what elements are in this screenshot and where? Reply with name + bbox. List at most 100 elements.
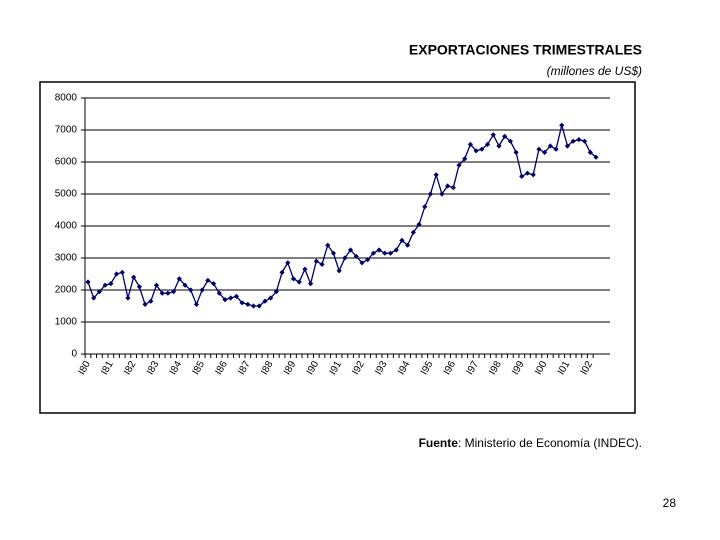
data-point [113, 271, 120, 277]
data-point [136, 284, 142, 290]
y-tick-label: 7000 [55, 125, 78, 136]
data-point [536, 146, 542, 152]
data-point [399, 237, 405, 243]
y-tick-label: 0 [71, 349, 77, 360]
data-point [171, 289, 177, 295]
data-point [250, 303, 257, 309]
data-point [547, 143, 553, 149]
data-point [359, 260, 365, 266]
data-point [96, 289, 103, 295]
data-point [319, 261, 325, 267]
data-point [205, 277, 211, 283]
data-point [210, 281, 217, 287]
y-tick-label: 8000 [55, 93, 78, 104]
data-point [268, 295, 274, 301]
data-point [581, 138, 588, 144]
data-point [564, 143, 571, 149]
data-point [524, 170, 531, 176]
data-point [273, 289, 279, 295]
data-point [159, 290, 165, 296]
data-point [467, 141, 474, 147]
data-point [285, 260, 291, 266]
data-point [153, 282, 160, 288]
data-point [559, 122, 565, 128]
data-point [553, 146, 559, 152]
data-point [85, 279, 91, 285]
data-point [342, 255, 348, 261]
data-point [393, 247, 399, 253]
data-point [484, 141, 491, 147]
data-point [365, 257, 371, 263]
data-point [347, 247, 354, 253]
data-point [336, 268, 342, 274]
data-point [262, 298, 268, 304]
page-number: 28 [663, 496, 677, 510]
data-point [416, 221, 422, 227]
y-tick-label: 3000 [55, 253, 78, 264]
data-point [507, 138, 513, 144]
data-point [502, 133, 508, 139]
data-point [542, 149, 548, 155]
data-point [279, 269, 285, 275]
data-point [382, 250, 388, 256]
data-point [239, 300, 245, 306]
data-point [376, 247, 382, 253]
data-point [256, 303, 262, 309]
data-point [222, 297, 228, 303]
data-point [496, 143, 502, 149]
y-tick-label: 2000 [55, 285, 78, 296]
data-point [405, 242, 411, 248]
data-point [165, 290, 171, 296]
data-point [519, 173, 525, 179]
data-point [296, 279, 302, 285]
data-point [233, 293, 240, 299]
data-point [148, 298, 154, 304]
source-label: Fuente [419, 436, 459, 450]
y-tick-label: 5000 [55, 189, 78, 200]
y-tick-label: 1000 [55, 317, 78, 328]
data-point [587, 149, 593, 155]
data-point [199, 287, 205, 293]
data-point [91, 295, 97, 301]
data-point [490, 132, 496, 138]
data-point [387, 250, 394, 256]
data-point [228, 295, 234, 301]
data-point [422, 204, 428, 210]
data-point [427, 191, 434, 197]
data-point [308, 281, 314, 287]
data-point [108, 281, 114, 287]
data-point [131, 274, 137, 280]
source-text: : Ministerio de Economía (INDEC). [458, 436, 642, 450]
data-point [370, 250, 376, 256]
y-tick-label: 4000 [55, 221, 78, 232]
data-point [216, 290, 222, 296]
data-point [593, 154, 599, 160]
data-point [188, 287, 194, 293]
data-point [576, 137, 582, 143]
data-point [439, 191, 445, 197]
data-point [193, 301, 200, 307]
data-point [182, 282, 188, 288]
data-point [444, 183, 451, 189]
title: EXPORTACIONES TRIMESTRALES [409, 42, 642, 58]
data-point [119, 269, 125, 275]
data-point [325, 242, 331, 248]
data-point [142, 301, 148, 307]
source: Fuente: Ministerio de Economía (INDEC). [419, 436, 642, 450]
data-point [479, 146, 485, 152]
y-tick-label: 6000 [55, 157, 78, 168]
data-point [102, 282, 108, 288]
data-point [433, 172, 439, 178]
data-point [302, 266, 308, 272]
data-point [176, 276, 182, 282]
data-point [330, 250, 337, 256]
subtitle: (millones de US$) [547, 64, 642, 78]
data-point [570, 138, 576, 144]
data-point [125, 295, 131, 301]
data-point [353, 253, 359, 259]
data-point [290, 276, 297, 282]
data-point [245, 301, 251, 307]
data-point [313, 258, 319, 264]
data-point [513, 149, 519, 155]
